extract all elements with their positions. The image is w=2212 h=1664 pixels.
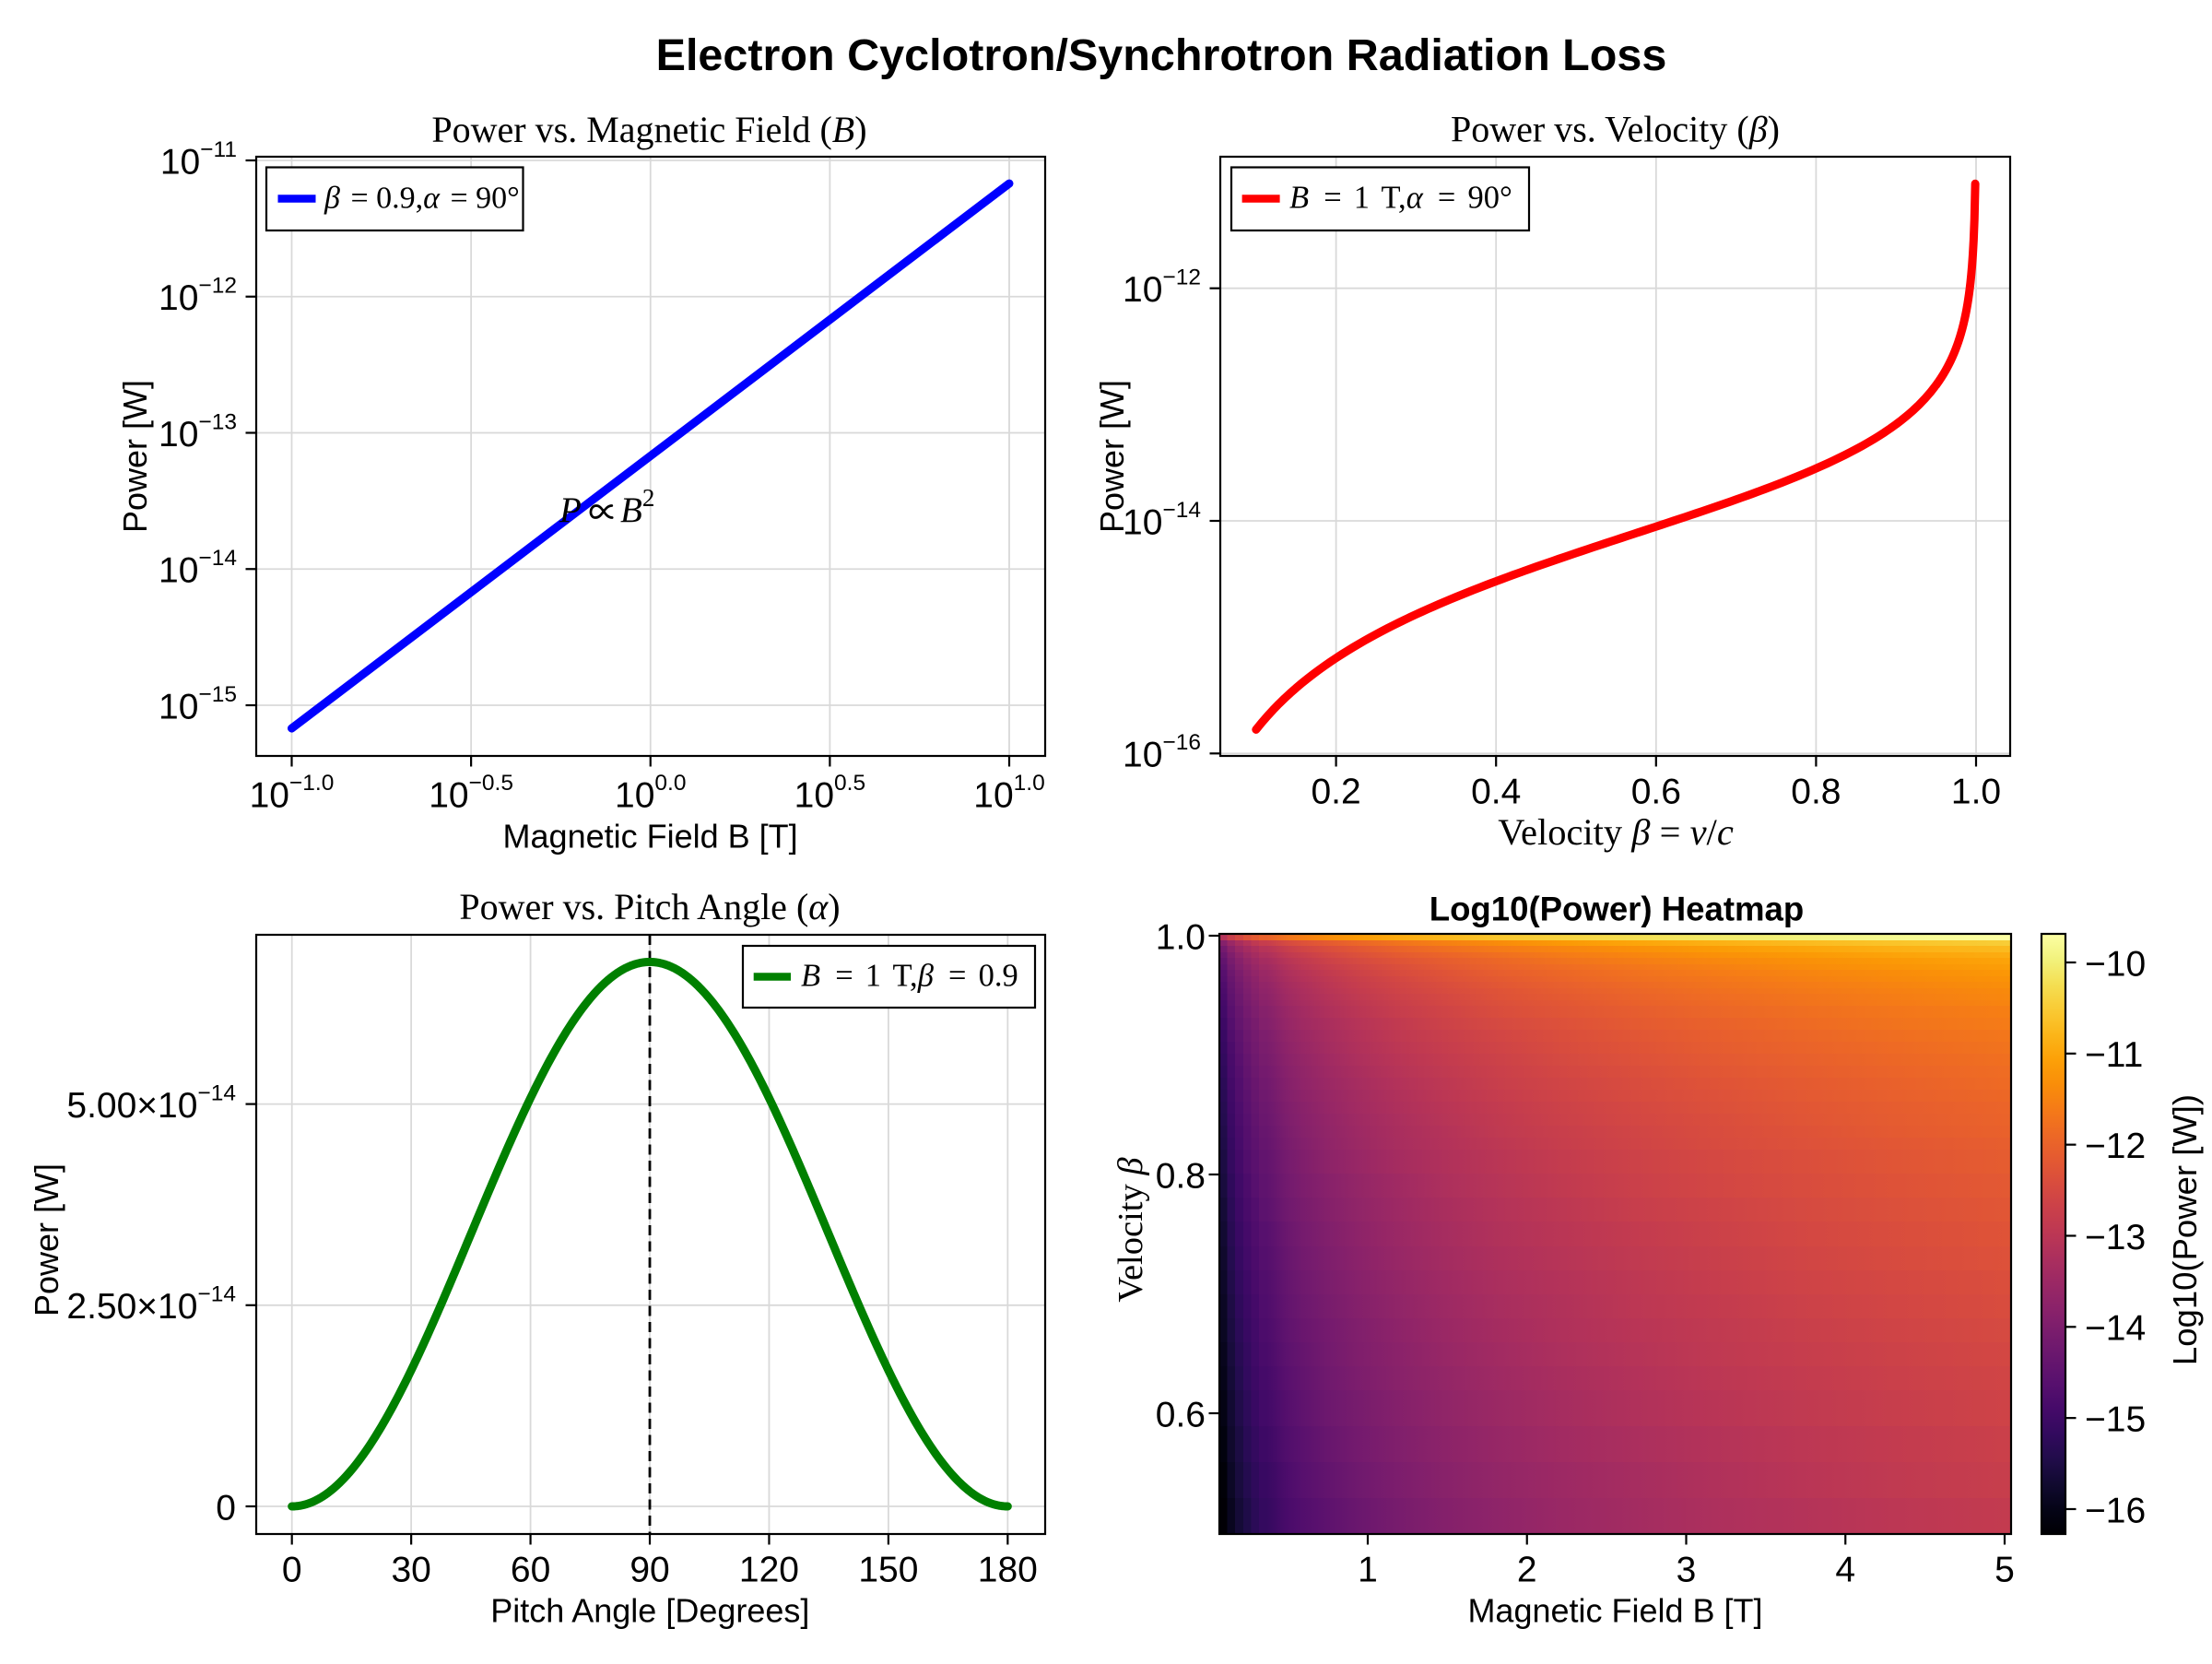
svg-text:−10: −10 [2085, 944, 2146, 984]
svg-text:Magnetic Field B [T]: Magnetic Field B [T] [1467, 1592, 1762, 1630]
svg-text:10−14: 10−14 [159, 546, 237, 591]
svg-text:P: P [559, 490, 582, 530]
svg-text:10−14: 10−14 [1123, 498, 1201, 543]
svg-text:60: 60 [511, 1550, 550, 1589]
svg-text:−12: −12 [2085, 1127, 2146, 1166]
svg-text:1.0: 1.0 [1156, 917, 1206, 957]
svg-text:−14: −14 [2085, 1309, 2146, 1349]
svg-text:5: 5 [1994, 1550, 2015, 1589]
svg-text:−16: −16 [2085, 1491, 2146, 1530]
svg-text:Velocity β: Velocity β [1112, 1157, 1150, 1303]
svg-text:Magnetic Field B [T]: Magnetic Field B [T] [503, 818, 798, 856]
svg-text:B = 1 T,β = 0.9: B = 1 T,β = 0.9 [801, 959, 1018, 994]
svg-text:3: 3 [1677, 1550, 1697, 1589]
svg-text:Power [W]: Power [W] [116, 380, 154, 533]
svg-text:Power vs. Pitch Angle (α): Power vs. Pitch Angle (α) [459, 886, 840, 927]
svg-text:β = 0.9,α = 90°: β = 0.9,α = 90° [324, 182, 520, 216]
svg-text:Log10(Power) Heatmap: Log10(Power) Heatmap [1430, 891, 1805, 928]
svg-text:0.4: 0.4 [1471, 773, 1521, 812]
svg-text:4: 4 [1835, 1550, 1855, 1589]
svg-text:Log10(Power [W]): Log10(Power [W]) [2166, 1094, 2204, 1365]
svg-text:150: 150 [858, 1550, 918, 1589]
svg-text:Power [W]: Power [W] [28, 1163, 65, 1316]
svg-text:0: 0 [282, 1550, 302, 1589]
svg-text:0.2: 0.2 [1311, 773, 1360, 812]
svg-text:−13: −13 [2085, 1218, 2146, 1257]
svg-text:Pitch Angle [Degrees]: Pitch Angle [Degrees] [490, 1592, 809, 1630]
svg-text:180: 180 [978, 1550, 1038, 1589]
svg-text:Electron Cyclotron/Synchrotron: Electron Cyclotron/Synchrotron Radiation… [656, 30, 1667, 80]
svg-text:0: 0 [216, 1488, 236, 1528]
svg-text:Velocity β = v/c: Velocity β = v/c [1498, 811, 1734, 853]
svg-text:2: 2 [1517, 1550, 1537, 1589]
svg-text:B2: B2 [620, 484, 654, 530]
svg-text:90: 90 [629, 1550, 669, 1589]
svg-text:0.6: 0.6 [1631, 773, 1681, 812]
svg-text:−15: −15 [2085, 1399, 2146, 1439]
svg-text:120: 120 [739, 1550, 799, 1589]
svg-text:Power vs. Magnetic Field (B): Power vs. Magnetic Field (B) [431, 109, 866, 150]
svg-text:1.0: 1.0 [1951, 773, 2001, 812]
svg-text:B = 1 T,α = 90°: B = 1 T,α = 90° [1289, 181, 1512, 216]
svg-text:Power vs. Velocity (β): Power vs. Velocity (β) [1451, 109, 1780, 150]
svg-text:0.8: 0.8 [1156, 1156, 1206, 1196]
svg-text:30: 30 [391, 1550, 430, 1589]
svg-text:0.6: 0.6 [1156, 1395, 1206, 1434]
svg-text:0.8: 0.8 [1791, 773, 1841, 812]
svg-text:−11: −11 [2085, 1035, 2143, 1075]
svg-text:1: 1 [1358, 1550, 1378, 1589]
svg-text:Power [W]: Power [W] [1093, 380, 1131, 533]
